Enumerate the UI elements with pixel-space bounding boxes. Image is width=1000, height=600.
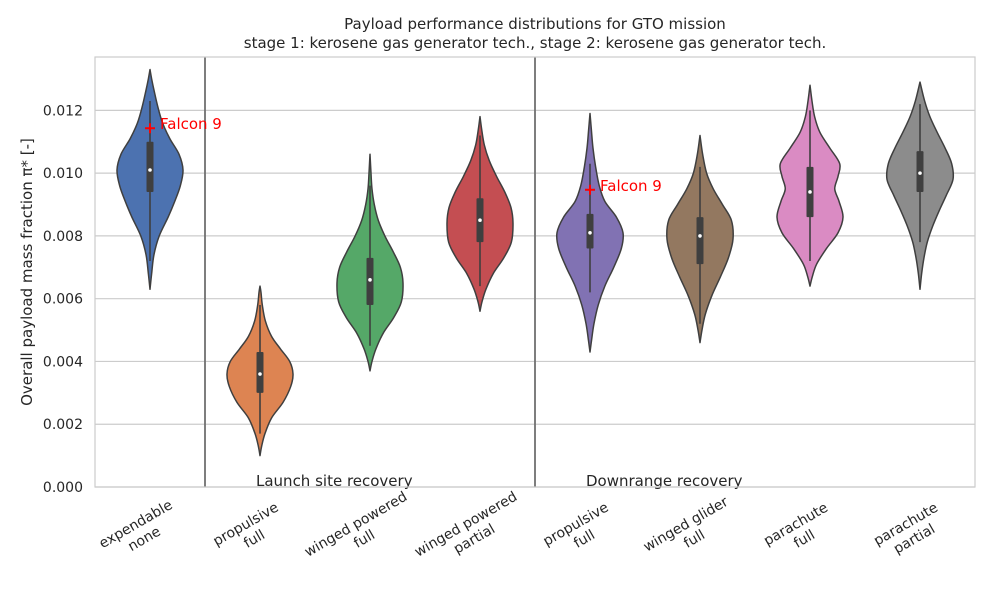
x-tick-label: winged poweredfull — [302, 489, 419, 575]
y-tick-label: 0.010 — [43, 166, 83, 182]
violins — [116, 68, 955, 457]
y-tick-label: 0.012 — [43, 103, 83, 119]
violin-group — [885, 81, 955, 291]
violin-median — [918, 171, 922, 175]
violin-median — [368, 278, 372, 282]
region-labels: Launch site recovery Downrange recovery — [256, 472, 743, 490]
annotation-label: Falcon 9 — [160, 115, 222, 133]
violin-median — [148, 168, 152, 172]
x-axis: expendablenone propulsivefull winged power… — [97, 489, 949, 575]
y-tick-label: 0.006 — [43, 292, 83, 308]
violin-median — [698, 234, 702, 238]
annotations: Falcon 9 Falcon 9 — [145, 115, 662, 195]
violin-group — [555, 112, 625, 353]
x-tick-label: winged gliderfull — [641, 494, 740, 570]
violin-group — [776, 84, 844, 287]
region-label: Downrange recovery — [586, 472, 743, 490]
violin-median — [808, 190, 812, 194]
chart-subtitle: stage 1: kerosene gas generator tech., s… — [244, 34, 827, 52]
y-tick-label: 0.002 — [43, 417, 83, 433]
violin-group — [666, 134, 734, 344]
y-axis: 0.000 0.002 0.004 0.006 0.008 0.010 0.012 — [43, 103, 83, 496]
violin-iqr-box — [696, 217, 704, 265]
plot-frame — [94, 56, 976, 488]
violin-group — [116, 68, 184, 291]
x-tick-label: propulsivefull — [211, 500, 290, 565]
violin-median — [588, 230, 592, 235]
violin-median — [258, 372, 262, 376]
violin-median — [478, 218, 482, 223]
violin-group — [336, 153, 404, 372]
y-axis-label: Overall payload mass fraction π* [-] — [18, 138, 36, 406]
x-tick-label: winged poweredpartial — [412, 489, 529, 575]
violin-group — [226, 285, 294, 457]
y-tick-label: 0.000 — [43, 480, 83, 496]
region-label: Launch site recovery — [256, 472, 413, 490]
chart-title: Payload performance distributions for GT… — [344, 15, 726, 33]
region-separators — [204, 57, 536, 487]
x-tick-label: parachutefull — [761, 500, 839, 564]
annotation-label: Falcon 9 — [600, 177, 662, 195]
y-tick-label: 0.004 — [43, 354, 83, 370]
violin-iqr-box — [146, 141, 154, 192]
y-tick-label: 0.008 — [43, 229, 83, 245]
x-tick-label: propulsivefull — [541, 500, 620, 565]
x-tick-label: parachutepartial — [871, 500, 949, 564]
x-tick-label: expendablenone — [97, 497, 184, 567]
violin-group — [446, 115, 514, 312]
x-tick-line1: winged powered — [302, 489, 410, 561]
